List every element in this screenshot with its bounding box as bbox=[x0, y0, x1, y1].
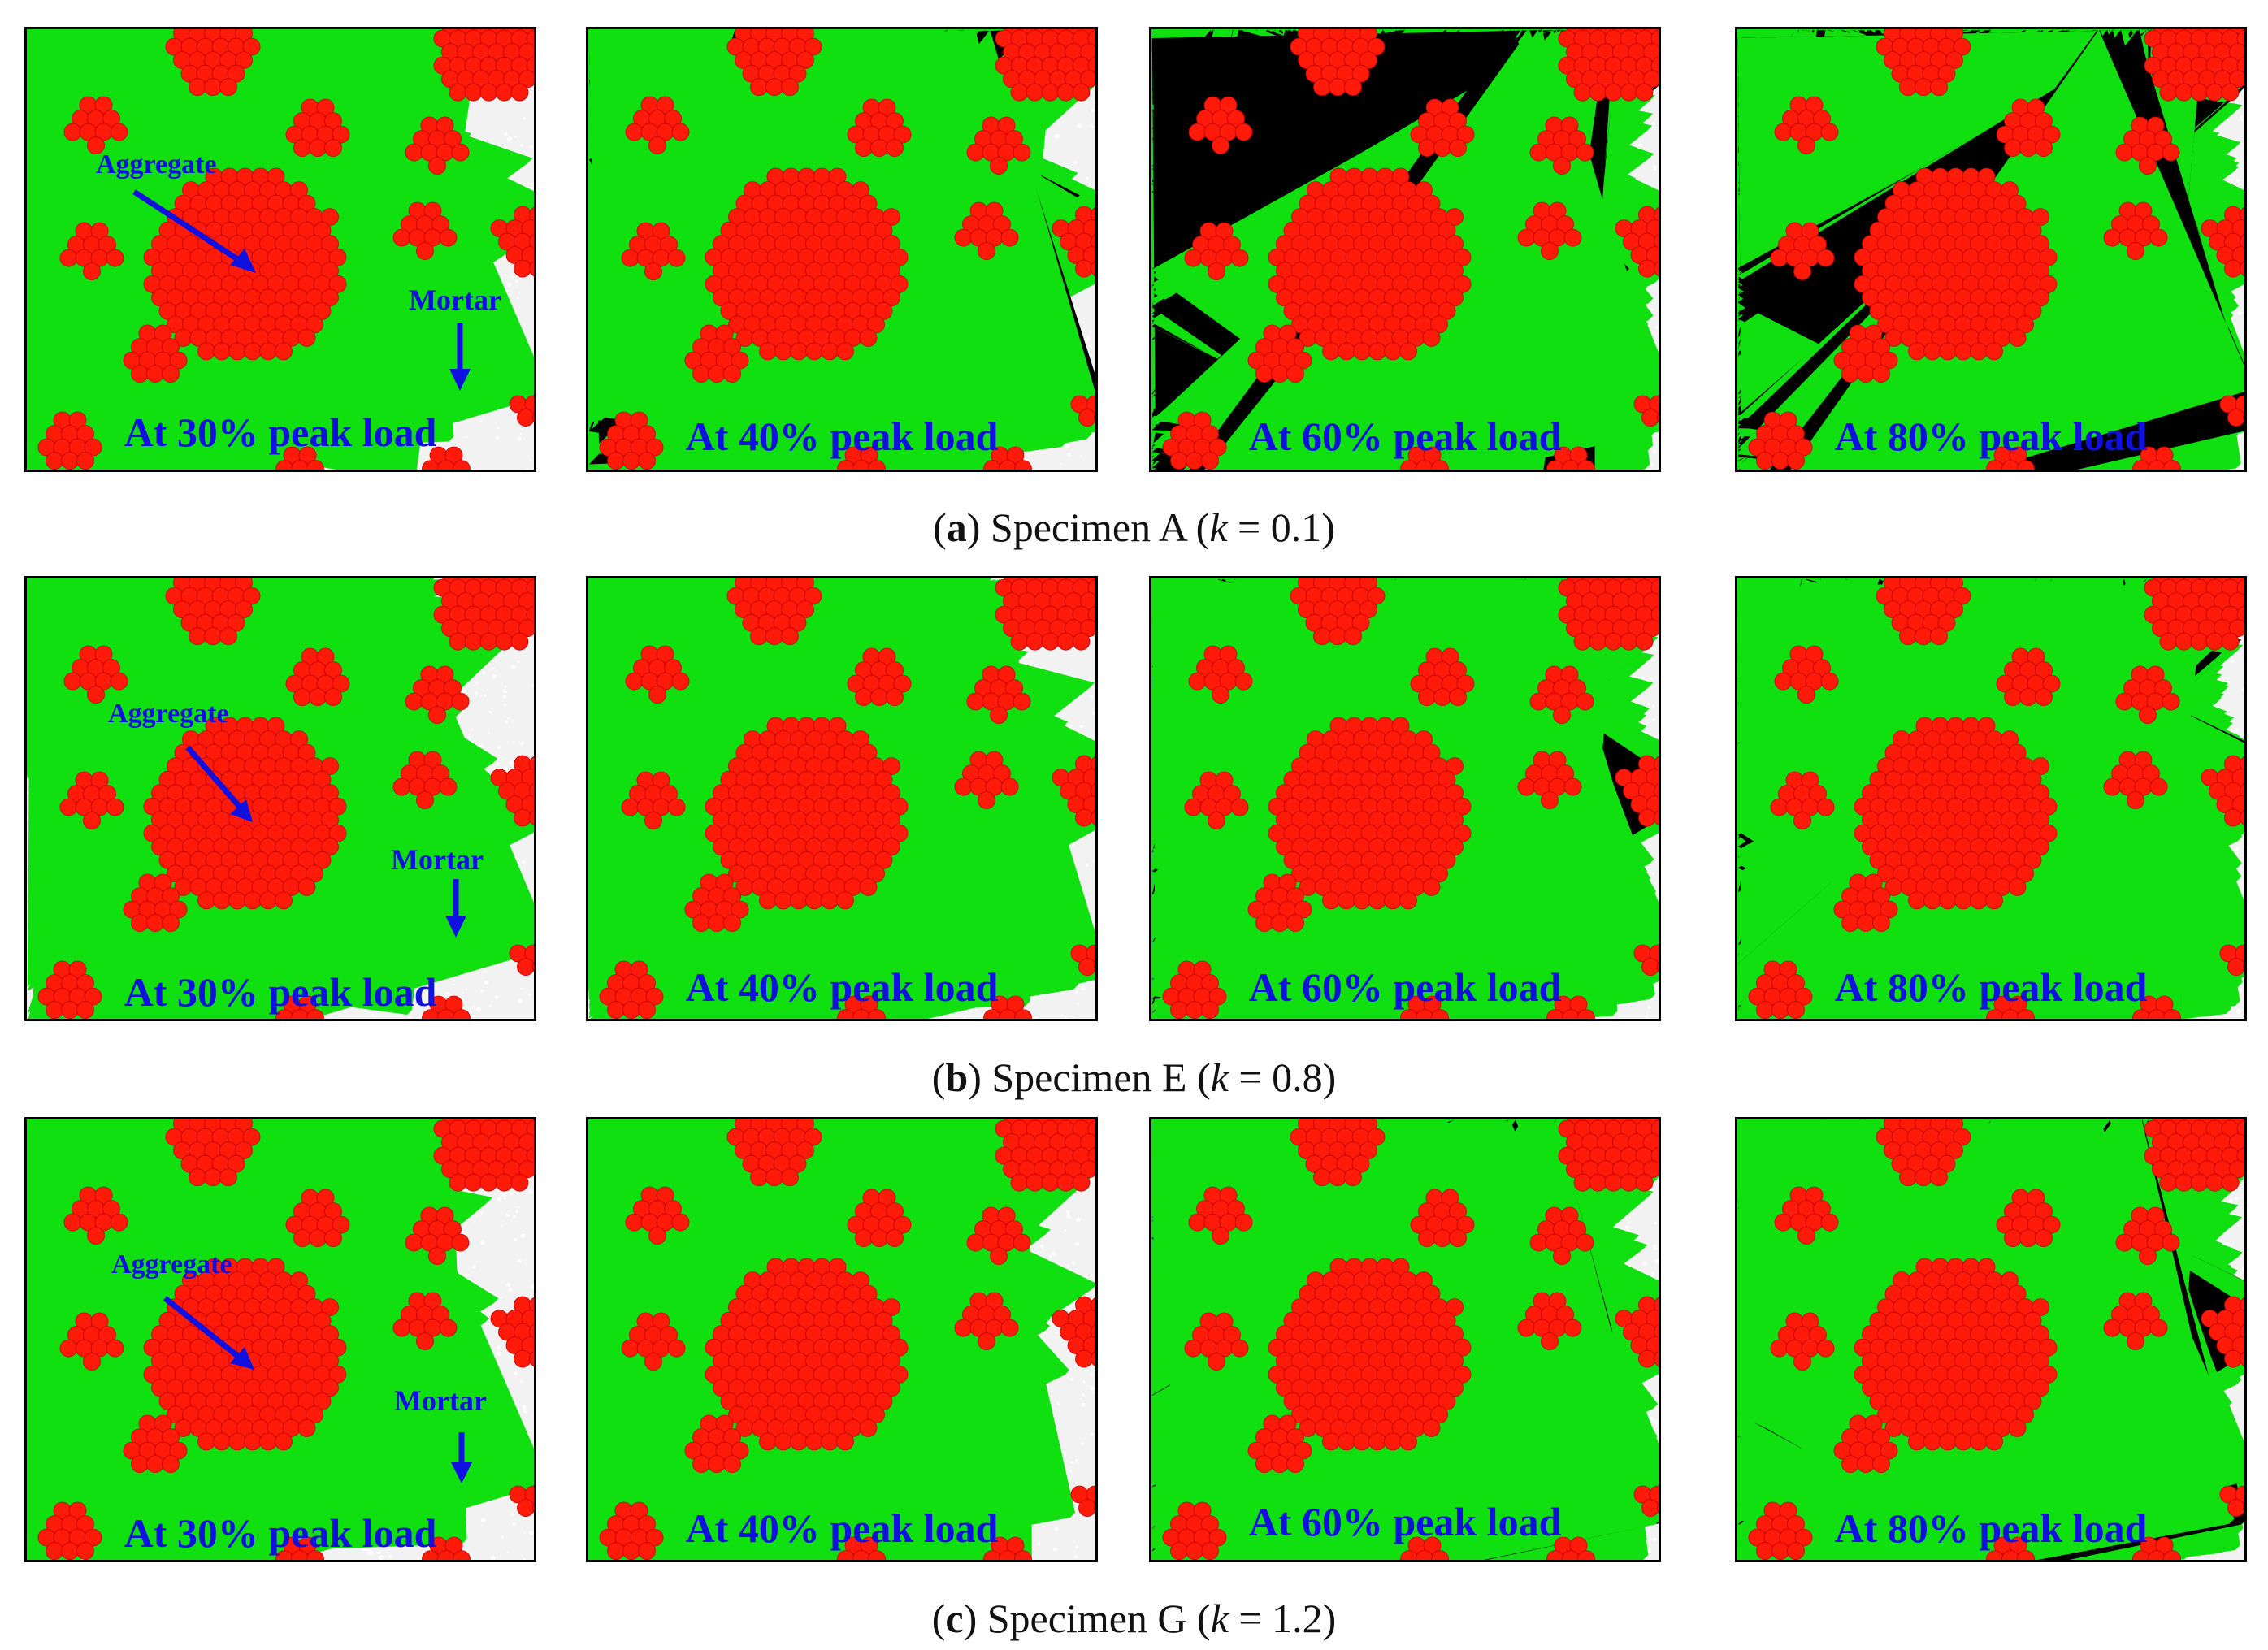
aggregate-particles bbox=[37, 578, 534, 1019]
mortar-label: Mortar bbox=[409, 283, 501, 317]
stage-label: At 60% peak load bbox=[1151, 964, 1659, 1011]
caption-specimen: Specimen A bbox=[991, 505, 1186, 550]
stage-label: At 80% peak load bbox=[1737, 413, 2244, 460]
aggregate-arrowhead bbox=[230, 799, 253, 822]
particle-simulation bbox=[1737, 29, 2244, 470]
panel-b-1: Aggregate Mortar At 30% peak load bbox=[24, 576, 536, 1021]
mortar-arrowhead bbox=[445, 916, 466, 938]
aggregate-particles bbox=[599, 29, 1095, 470]
aggregate-particles bbox=[1162, 29, 1659, 470]
caption-k-symbol: k bbox=[1209, 505, 1227, 550]
aggregate-label: Aggregate bbox=[108, 699, 229, 730]
aggregate-particles bbox=[37, 29, 534, 470]
panel-a-4: At 80% peak load bbox=[1735, 27, 2247, 472]
mortar-arrowhead bbox=[449, 369, 471, 391]
panel-b-3: At 60% peak load bbox=[1149, 576, 1661, 1021]
annotation-arrows bbox=[185, 745, 466, 938]
panel-a-3: At 60% peak load bbox=[1149, 27, 1661, 472]
aggregate-arrow bbox=[185, 745, 247, 815]
stage-label: At 40% peak load bbox=[588, 964, 1095, 1011]
particle-simulation bbox=[588, 29, 1095, 470]
stage-label: At 60% peak load bbox=[1151, 413, 1659, 460]
aggregate-arrow bbox=[132, 189, 248, 267]
aggregate-particles bbox=[1162, 578, 1659, 1019]
panel-b-4: At 80% peak load bbox=[1735, 576, 2247, 1021]
particle-simulation bbox=[1737, 578, 2244, 1019]
annotation-arrows bbox=[132, 189, 471, 391]
particle-simulation bbox=[588, 578, 1095, 1019]
aggregate-particles bbox=[1748, 29, 2244, 470]
aggregate-particles bbox=[599, 578, 1095, 1019]
panel-a-1: Aggregate Mortar At 30% peak load bbox=[24, 27, 536, 472]
mortar-label: Mortar bbox=[391, 842, 484, 877]
stage-label: At 40% peak load bbox=[588, 413, 1095, 460]
aggregate-arrowhead bbox=[230, 249, 256, 273]
particle-simulation bbox=[27, 578, 534, 1019]
panel-b-2: At 40% peak load bbox=[586, 576, 1098, 1021]
stage-label: At 30% peak load bbox=[27, 968, 534, 1016]
stage-label: At 30% peak load bbox=[27, 409, 534, 456]
particle-simulation bbox=[1151, 578, 1659, 1019]
caption-letter: a bbox=[947, 505, 967, 550]
aggregate-label: Aggregate bbox=[96, 149, 217, 180]
caption-a: (a) Specimen A (k = 0.1) bbox=[0, 504, 2268, 551]
particle-simulation bbox=[1151, 29, 1659, 470]
particle-simulation bbox=[27, 29, 534, 470]
panel-a-2: At 40% peak load bbox=[586, 27, 1098, 472]
caption-k-value: 0.1 bbox=[1271, 505, 1322, 550]
